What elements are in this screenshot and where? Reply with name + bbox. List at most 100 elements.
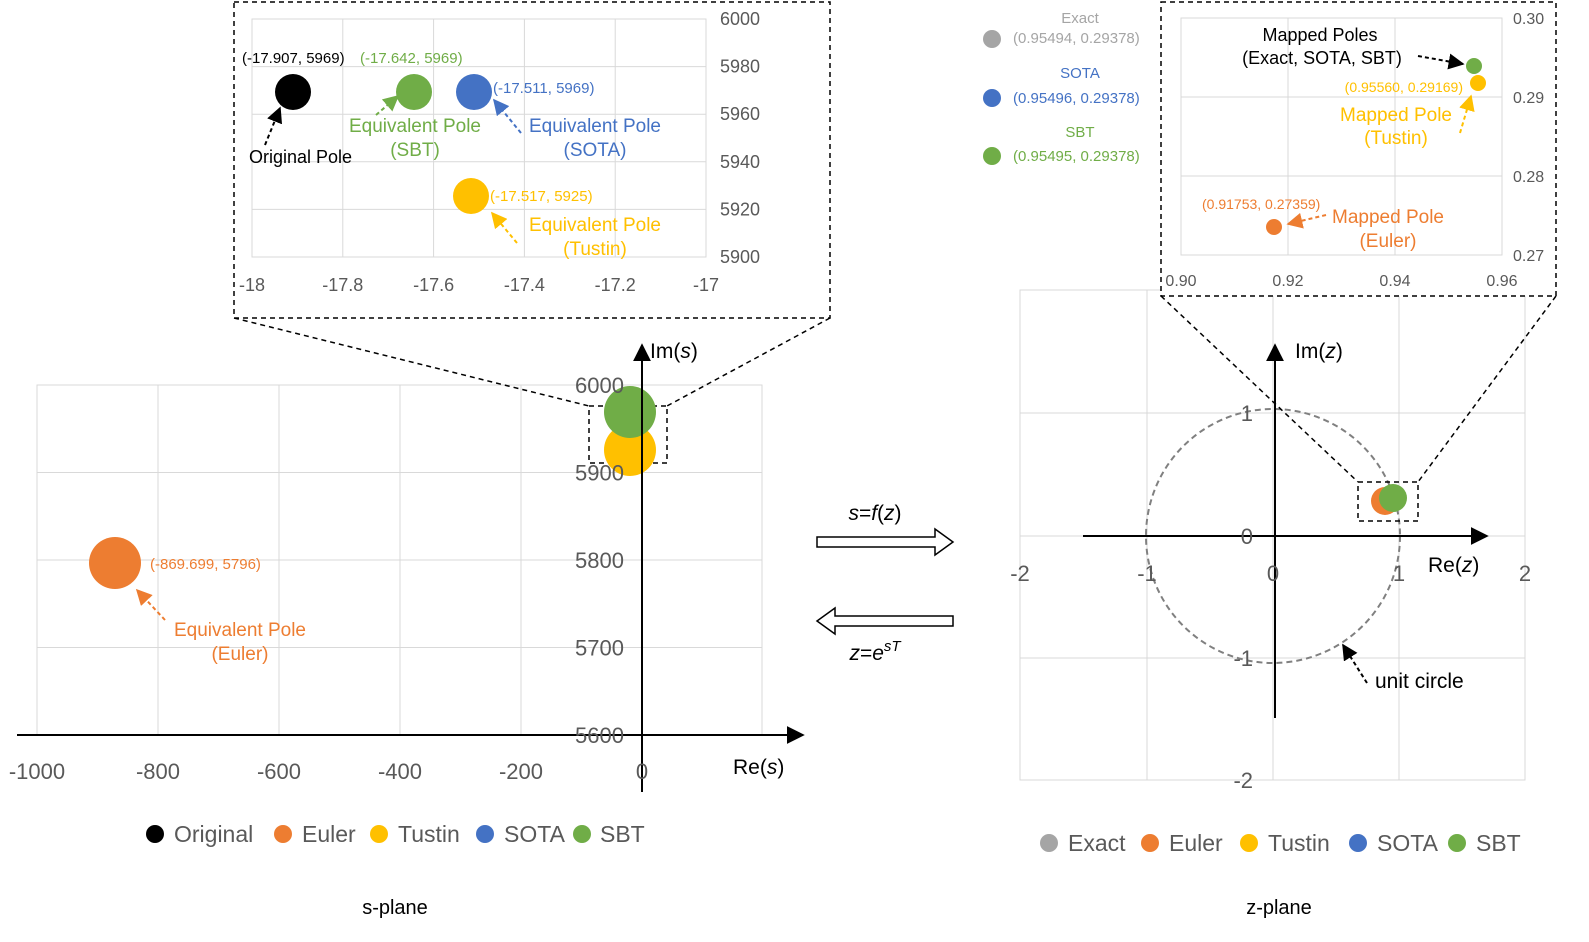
s-y-tick: 5600 — [575, 723, 624, 748]
s-euler-annotation-line2: (Euler) — [211, 644, 268, 665]
z-axis-x-label: Re(z) — [1428, 554, 1479, 577]
z-x-tick: -1 — [1137, 561, 1157, 586]
z-legend-sota: SOTA — [1377, 830, 1439, 856]
backward-mapping-label: z=esT — [848, 638, 902, 665]
s-legend-marker-tustin — [370, 825, 388, 843]
z-inset-euler-coords: (0.91753, 0.27359) — [1202, 196, 1320, 212]
s-inset-y-tick: 5940 — [720, 152, 760, 172]
s-inset-sota-annotation-line1: Equivalent Pole — [529, 116, 661, 137]
s-inset-sbt-coords: (-17.642, 5969) — [360, 50, 463, 67]
z-plane-panel: -2 -1 0 1 2 -2 -1 0 1 Im(z) Re(z) unit circle E… — [983, 1, 1557, 919]
z-inset-euler-annotation-line1: Mapped Pole — [1332, 207, 1444, 228]
s-x-tick-labels: -1000 -800 -600 -400 -200 0 — [9, 759, 648, 784]
s-inset-x-tick: -17.8 — [322, 275, 363, 295]
s-inset-x-tick: -17 — [693, 275, 719, 295]
s-inset-connector-left — [233, 317, 590, 407]
s-inset-sbt-arrow — [375, 94, 400, 116]
z-legend-marker-tustin — [1240, 834, 1258, 852]
z-inset-border — [1160, 1, 1557, 297]
s-inset-x-tick: -17.4 — [504, 275, 545, 295]
s-inset-border — [233, 1, 831, 319]
z-legend-sbt: SBT — [1476, 830, 1521, 856]
s-inset-original-annotation: Original Pole — [249, 147, 352, 167]
z-inset-euler-annotation-line2: (Euler) — [1359, 231, 1416, 252]
z-inset-x-tick: 0.92 — [1272, 273, 1303, 290]
s-x-tick: -800 — [136, 759, 180, 784]
side-legend-sbt-value: (0.95495, 0.29378) — [1013, 148, 1140, 165]
forward-arrow — [816, 527, 955, 557]
s-inset-x-tick: -17.6 — [413, 275, 454, 295]
s-y-tick-labels: 5600 5700 5800 5900 6000 — [575, 373, 624, 748]
s-legend-euler: Euler — [302, 821, 356, 847]
z-inset-x-tick: 0.96 — [1486, 273, 1517, 290]
side-legend-sbt-name: SBT — [1065, 124, 1094, 141]
s-legend-marker-sbt — [573, 825, 591, 843]
s-x-tick: -600 — [257, 759, 301, 784]
s-plane-grid — [36, 384, 763, 736]
s-inset-sota-arrow — [492, 98, 522, 134]
z-inset-x-tick: 0.94 — [1379, 273, 1410, 290]
s-inset-tustin-annotation-line2: (Tustin) — [563, 239, 627, 260]
z-x-tick: 0 — [1267, 561, 1279, 586]
s-inset-sbt-annotation-line2: (SBT) — [390, 140, 440, 161]
s-legend-sbt: SBT — [600, 821, 645, 847]
side-legend-exact-marker — [983, 30, 1001, 48]
s-y-tick: 6000 — [575, 373, 624, 398]
z-plane-caption: z-plane — [1246, 897, 1312, 919]
z-axis-y-label: Im(z) — [1295, 340, 1343, 363]
z-inset-y-tick: 0.28 — [1513, 169, 1544, 186]
forward-mapping-label: s=f(z) — [848, 502, 901, 525]
s-x-tick: -400 — [378, 759, 422, 784]
s-inset-y-tick: 5900 — [720, 247, 760, 267]
z-legend-marker-sbt — [1448, 834, 1466, 852]
s-legend-marker-original — [146, 825, 164, 843]
s-legend-marker-euler — [274, 825, 292, 843]
z-x-tick: -2 — [1010, 561, 1030, 586]
z-x-tick-labels: -2 -1 0 1 2 — [1010, 561, 1531, 586]
z-inset-mapped-poles-arrow — [1417, 53, 1465, 70]
z-inset-tustin-annotation-line2: (Tustin) — [1364, 128, 1428, 149]
s-axis-y-label: Im(s) — [650, 340, 698, 363]
s-inset-x-tick-labels: -18 -17.8 -17.6 -17.4 -17.2 -17 — [239, 275, 719, 295]
s-inset-tustin-annotation-line1: Equivalent Pole — [529, 215, 661, 236]
z-inset-pole-sbt — [1466, 58, 1482, 74]
backward-arrow — [815, 606, 954, 636]
s-inset-y-tick: 6000 — [720, 9, 760, 29]
s-axis-x-label: Re(s) — [733, 756, 784, 779]
s-inset-y-tick-labels: 5900 5920 5940 5960 5980 6000 — [720, 9, 760, 267]
s-inset-y-tick: 5980 — [720, 57, 760, 77]
s-legend-tustin: Tustin — [398, 821, 460, 847]
z-legend-marker-exact — [1040, 834, 1058, 852]
side-legend-sota-marker — [983, 89, 1001, 107]
s-inset-pole-tustin — [453, 178, 489, 214]
s-x-tick: 0 — [636, 759, 648, 784]
unit-circle-arrow — [1342, 643, 1368, 684]
z-inset-y-tick-labels: 0.27 0.28 0.29 0.30 — [1513, 11, 1544, 265]
s-legend-sota: SOTA — [504, 821, 566, 847]
s-inset-tustin-coords: (-17.517, 5925) — [490, 188, 593, 205]
z-zoom-box — [1357, 481, 1419, 522]
s-inset: -18 -17.8 -17.6 -17.4 -17.2 -17 5900592059405… — [233, 1, 831, 319]
s-inset-connector-right — [666, 317, 831, 407]
s-legend-original: Original — [174, 821, 253, 847]
z-inset-tustin-annotation-line1: Mapped Pole — [1340, 105, 1452, 126]
s-pole-euler — [89, 537, 141, 589]
conversion-arrows: s=f(z) z=esT — [815, 502, 955, 665]
s-y-tick: 5700 — [575, 636, 624, 661]
s-inset-y-tick: 5960 — [720, 104, 760, 124]
s-inset-x-tick: -17.2 — [595, 275, 636, 295]
z-side-legend: Exact (0.95494, 0.29378) SOTA (0.95496, … — [983, 10, 1140, 165]
z-y-tick: -1 — [1233, 646, 1253, 671]
z-inset-connector-right — [1417, 295, 1557, 483]
z-inset-tustin-coords: (0.95560, 0.29169) — [1345, 79, 1463, 95]
side-legend-sbt-marker — [983, 147, 1001, 165]
s-legend: Original Euler Tustin SOTA SBT — [146, 821, 645, 847]
s-inset-x-tick: -18 — [239, 275, 265, 295]
s-inset-sota-annotation-line2: (SOTA) — [564, 140, 627, 161]
side-legend-exact-value: (0.95494, 0.29378) — [1013, 30, 1140, 47]
s-inset-grid — [251, 18, 707, 258]
s-inset-sbt-annotation-line1: Equivalent Pole — [349, 116, 481, 137]
side-legend-exact-name: Exact — [1061, 10, 1099, 27]
z-y-tick: 0 — [1241, 524, 1253, 549]
